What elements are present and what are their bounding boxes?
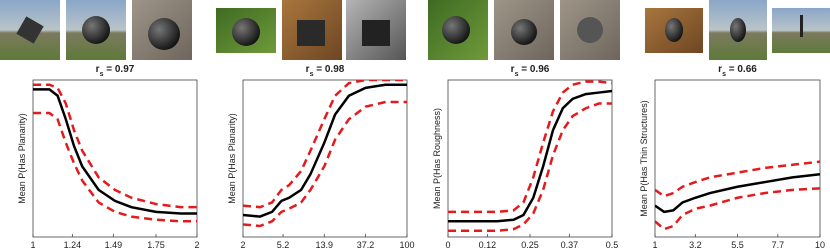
annotation-symbol: r (96, 64, 100, 75)
y-axis-label: Mean P(Has Planarity) (227, 113, 237, 204)
annotation-value: = 0.66 (726, 64, 757, 75)
x-tick-label: 2 (240, 240, 245, 250)
x-tick-label: 0 (445, 240, 450, 250)
plot-frame (242, 79, 408, 238)
object (730, 18, 746, 42)
x-tick-label: 0.37 (561, 240, 579, 250)
x-tick-label: 5.5 (731, 240, 744, 250)
bound-line (33, 111, 197, 223)
object (800, 15, 803, 37)
mean-line (655, 172, 820, 214)
x-tick-label: 37.2 (357, 240, 375, 250)
object (82, 16, 110, 44)
x-tick-label: 10 (815, 240, 825, 250)
x-tick-label: 1 (652, 240, 657, 250)
bound-line (243, 100, 407, 228)
annotation: rs = 0.96 (511, 64, 550, 78)
x-tick-label: 0.12 (479, 240, 497, 250)
bound-line (33, 83, 197, 209)
bound-line (448, 80, 612, 214)
thumbnails (0, 0, 830, 60)
annotation-symbol: r (306, 64, 310, 75)
x-tick-label: 1.24 (64, 240, 82, 250)
x-tick-label: 1.75 (147, 240, 165, 250)
annotation-subscript: s (722, 71, 726, 78)
x-tick-label: 1 (30, 240, 35, 250)
mean-line (243, 83, 407, 218)
x-tick-label: 3.2 (689, 240, 702, 250)
plot-frame (447, 79, 613, 238)
bound-line (448, 102, 612, 232)
y-axis-label: Mean P(Has Roughness) (432, 108, 442, 209)
x-tick-label: 5.2 (277, 240, 290, 250)
object (232, 18, 260, 46)
annotation: rs = 0.98 (306, 64, 345, 78)
object (442, 16, 470, 44)
annotation-symbol: r (718, 64, 722, 75)
plot-frame (654, 79, 821, 238)
y-axis-label: Mean P(Has Planarity) (17, 113, 27, 204)
x-tick-label: 1.49 (105, 240, 123, 250)
annotation-value: = 0.96 (518, 64, 549, 75)
object (665, 18, 683, 42)
bound-line (655, 187, 820, 231)
object (362, 20, 390, 46)
annotation-value: = 0.98 (313, 64, 344, 75)
x-tick-label: 0.5 (606, 240, 619, 250)
annotation-subscript: s (100, 71, 104, 78)
x-tick-label: 0.25 (521, 240, 539, 250)
mean-line (33, 88, 197, 215)
x-tick-label: 13.9 (316, 240, 334, 250)
annotation-value: = 0.97 (103, 64, 134, 75)
object (511, 19, 537, 45)
object (16, 16, 44, 44)
object (577, 17, 603, 43)
annotation: rs = 0.97 (96, 64, 135, 78)
x-tick-label: 7.7 (772, 240, 785, 250)
mean-line (448, 89, 612, 223)
annotation-subscript: s (310, 71, 314, 78)
annotation-symbol: r (511, 64, 515, 75)
plot-frame (32, 79, 198, 238)
annotation: rs = 0.66 (718, 64, 757, 78)
annotation-subscript: s (515, 71, 519, 78)
bound-line (243, 80, 407, 209)
object (148, 18, 180, 50)
y-axis-label: Mean P(Has Thin Structures) (639, 100, 649, 216)
object (297, 20, 325, 46)
x-tick-label: 100 (399, 240, 414, 250)
bound-line (655, 160, 820, 198)
x-tick-label: 2 (194, 240, 199, 250)
